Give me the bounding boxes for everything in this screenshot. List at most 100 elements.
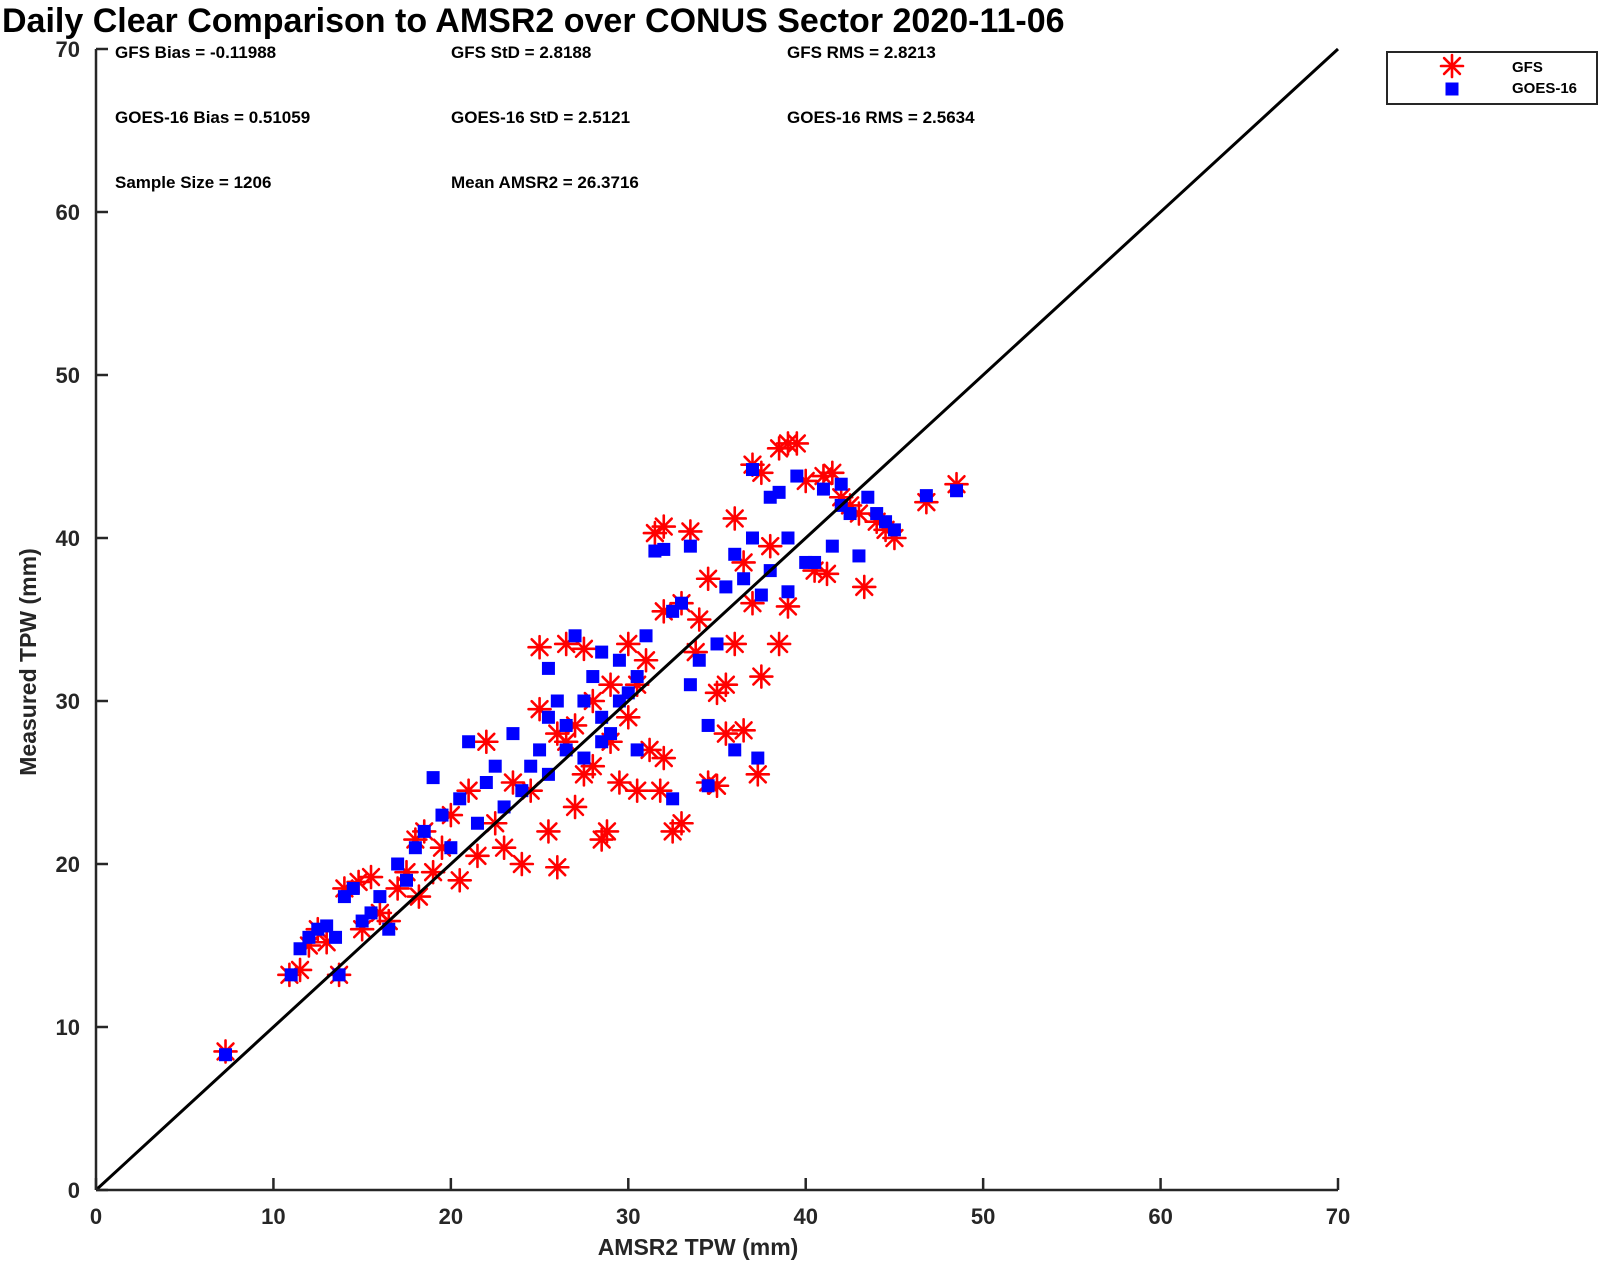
goes16-data-point bbox=[400, 873, 413, 887]
gfs-data-point bbox=[615, 704, 641, 730]
x-tick-label: 10 bbox=[261, 1204, 285, 1229]
goes16-data-point bbox=[453, 792, 467, 806]
y-tick-label: 30 bbox=[56, 689, 80, 714]
gfs-data-point bbox=[545, 854, 570, 880]
goes16-data-point bbox=[595, 645, 609, 659]
goes16-data-point bbox=[586, 670, 600, 684]
gfs-data-point bbox=[651, 514, 677, 539]
goes16-data-point bbox=[391, 857, 405, 871]
goes16-data-point bbox=[364, 906, 378, 920]
goes16-data-point bbox=[919, 489, 933, 503]
goes16-series bbox=[219, 463, 964, 1062]
one-to-one-reference-line bbox=[94, 47, 1340, 1192]
goes16-data-point bbox=[683, 539, 697, 553]
y-tick-label: 70 bbox=[56, 37, 80, 62]
gfs-data-point bbox=[447, 867, 473, 893]
gfs-data-point bbox=[731, 718, 756, 743]
gfs-data-point bbox=[669, 810, 694, 836]
goes16-data-point bbox=[639, 629, 653, 643]
goes16-data-point bbox=[887, 523, 901, 537]
y-tick-label: 10 bbox=[56, 1015, 80, 1040]
goes16-data-point bbox=[745, 463, 759, 477]
goes16-data-point bbox=[541, 661, 555, 675]
stat-goes-bias: GOES-16 Bias = 0.51059 bbox=[115, 108, 310, 127]
gfs-data-point bbox=[607, 770, 632, 795]
legend-gfs-asterisk-icon bbox=[1439, 53, 1465, 79]
goes16-data-point bbox=[808, 555, 822, 569]
gfs-data-point bbox=[851, 574, 877, 600]
stat-sample-size: Sample Size = 1206 bbox=[115, 173, 271, 192]
goes16-data-point bbox=[329, 930, 343, 944]
y-axis-ticks: 0 10 20 30 40 50 60 70 bbox=[56, 37, 108, 1203]
goes16-data-point bbox=[559, 718, 573, 732]
gfs-data-point bbox=[757, 533, 783, 559]
gfs-data-point bbox=[713, 672, 739, 698]
gfs-data-point bbox=[527, 634, 552, 660]
gfs-data-point bbox=[624, 778, 650, 803]
goes16-data-point bbox=[751, 751, 765, 765]
gfs-data-point bbox=[509, 851, 535, 877]
goes16-data-point bbox=[772, 485, 786, 499]
gfs-data-point bbox=[731, 550, 756, 575]
legend-gfs-marker-icon bbox=[1439, 53, 1465, 79]
goes16-data-point bbox=[745, 531, 759, 545]
gfs-data-point bbox=[491, 835, 517, 861]
stat-gfs-bias: GFS Bias = -0.11988 bbox=[115, 43, 276, 62]
x-tick-label: 40 bbox=[793, 1204, 817, 1229]
goes16-data-point bbox=[728, 743, 742, 757]
goes16-data-point bbox=[701, 779, 715, 793]
chart-title: Daily Clear Comparison to AMSR2 over CON… bbox=[2, 2, 1065, 40]
gfs-data-point bbox=[775, 594, 801, 619]
gfs-data-point bbox=[406, 884, 432, 909]
goes16-data-point bbox=[426, 771, 440, 785]
x-tick-label: 60 bbox=[1148, 1204, 1172, 1229]
gfs-data-point bbox=[465, 843, 490, 869]
gfs-data-point bbox=[695, 566, 721, 592]
goes16-data-point bbox=[666, 792, 680, 806]
goes16-data-point bbox=[781, 531, 795, 545]
goes16-data-point bbox=[675, 596, 689, 610]
y-tick-label: 0 bbox=[68, 1178, 80, 1203]
goes16-data-point bbox=[408, 841, 422, 855]
gfs-data-point bbox=[740, 590, 765, 616]
goes16-data-point bbox=[417, 824, 431, 838]
gfs-data-point bbox=[647, 778, 673, 803]
y-axis-label: Measured TPW (mm) bbox=[15, 548, 41, 775]
x-tick-label: 70 bbox=[1326, 1204, 1350, 1229]
gfs-data-point bbox=[580, 753, 606, 779]
goes16-data-point bbox=[719, 580, 733, 594]
goes16-data-point bbox=[701, 718, 715, 732]
goes16-data-point bbox=[781, 585, 795, 599]
gfs-data-point bbox=[814, 561, 840, 587]
goes16-data-point bbox=[577, 694, 591, 708]
x-tick-label: 20 bbox=[439, 1204, 463, 1229]
gfs-data-point bbox=[686, 607, 712, 632]
goes16-data-point bbox=[852, 549, 866, 563]
goes16-data-point bbox=[834, 477, 848, 491]
gfs-data-point bbox=[594, 819, 620, 844]
gfs-data-point bbox=[598, 672, 623, 698]
gfs-data-point bbox=[474, 729, 499, 755]
goes16-data-point bbox=[683, 678, 697, 692]
gfs-data-point bbox=[722, 506, 748, 531]
gfs-data-point bbox=[678, 519, 703, 544]
legend-goes16-square-icon bbox=[1445, 82, 1459, 96]
gfs-data-point bbox=[385, 876, 410, 901]
goes16-data-point bbox=[630, 743, 644, 757]
stat-mean-amsr2: Mean AMSR2 = 26.3716 bbox=[451, 173, 639, 192]
stat-goes-rms: GOES-16 RMS = 2.5634 bbox=[787, 108, 975, 127]
goes16-data-point bbox=[843, 507, 857, 521]
goes16-data-point bbox=[577, 751, 591, 765]
goes16-data-point bbox=[435, 808, 449, 822]
legend: GFS GOES-16 bbox=[1386, 51, 1598, 105]
goes16-data-point bbox=[754, 588, 768, 602]
goes16-data-point bbox=[293, 942, 307, 956]
goes16-data-point bbox=[816, 482, 830, 496]
legend-goes16-marker-icon bbox=[1445, 82, 1459, 96]
gfs-data-point bbox=[358, 864, 384, 890]
gfs-data-point bbox=[722, 631, 748, 657]
gfs-data-point bbox=[784, 431, 810, 456]
gfs-data-point bbox=[766, 631, 792, 657]
x-tick-label: 50 bbox=[971, 1204, 995, 1229]
